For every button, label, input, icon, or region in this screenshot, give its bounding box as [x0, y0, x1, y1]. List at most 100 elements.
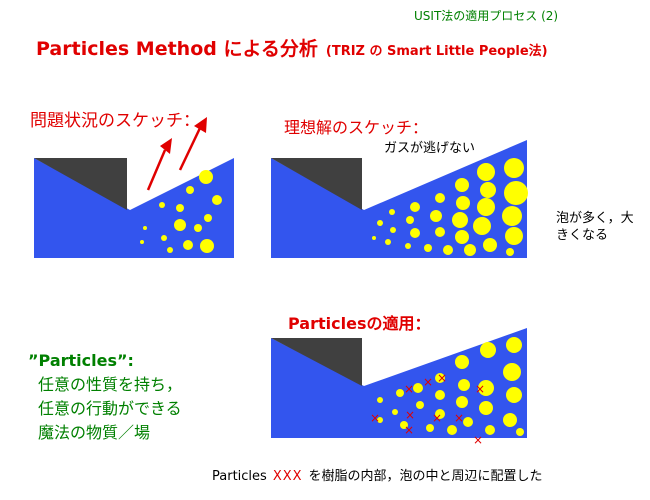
- bubble: [435, 373, 445, 383]
- bubble: [435, 193, 445, 203]
- bubble: [506, 248, 514, 256]
- resin-body: [271, 140, 527, 258]
- bubble: [390, 227, 396, 233]
- bubble: [176, 204, 184, 212]
- bubble: [405, 243, 411, 249]
- particles-definition-line: 任意の行動ができる: [38, 399, 182, 418]
- bubble: [503, 413, 517, 427]
- bubble: [485, 425, 495, 435]
- bubble: [463, 417, 473, 427]
- bubble: [452, 212, 468, 228]
- bubble: [456, 396, 468, 408]
- bubble: [473, 217, 491, 235]
- ideal-sketch-caption: 理想解のスケッチ：: [284, 118, 429, 137]
- bubble-group: [140, 170, 222, 253]
- bubble: [392, 409, 398, 415]
- bubble: [479, 401, 493, 415]
- bubble: [483, 238, 497, 252]
- bubble: [200, 239, 214, 253]
- particle-mark: ×: [473, 433, 483, 447]
- bubble: [396, 389, 404, 397]
- bubble: [480, 182, 496, 198]
- problem-sketch-caption: 問題状況のスケッチ：: [30, 111, 200, 131]
- bubble: [456, 196, 470, 210]
- bubble: [174, 219, 186, 231]
- title-subtitle: (TRIZ の Smart Little People法): [325, 44, 548, 59]
- bubble: [167, 247, 173, 253]
- bubble: [443, 245, 453, 255]
- particle-mark: ×: [370, 411, 380, 425]
- particles-definition-line: 任意の性質を持ち，: [38, 375, 183, 394]
- foam-growth-note: 泡が多く，大きくなる: [556, 211, 634, 243]
- bubble: [464, 244, 476, 256]
- bubble: [477, 163, 495, 181]
- bubble: [377, 417, 383, 423]
- gas-retained-note: ガスが逃げない: [384, 141, 476, 156]
- gas-escape-arrows: [146, 117, 207, 191]
- bubble: [447, 425, 457, 435]
- bubble: [143, 226, 147, 230]
- particle-mark: ×: [475, 382, 485, 396]
- particles-definition-line: 魔法の物質／場: [38, 423, 151, 442]
- bubble: [413, 383, 423, 393]
- bubble: [435, 409, 445, 419]
- bubble: [406, 216, 414, 224]
- bubble: [183, 240, 193, 250]
- bubble: [502, 206, 522, 226]
- bubble: [503, 363, 521, 381]
- particle-mark: ×: [404, 423, 414, 437]
- particle-marks: × × ××× × × ×××: [370, 371, 485, 447]
- particle-mark: ×: [405, 408, 415, 422]
- footer-text: を樹脂の内部，泡の中と周辺に配置した: [308, 469, 543, 484]
- bubble: [478, 380, 494, 396]
- bubble: [516, 428, 524, 436]
- bubble: [410, 228, 420, 238]
- bubble: [199, 170, 213, 184]
- bubble: [477, 198, 495, 216]
- bubble: [480, 342, 496, 358]
- bubble-group: [377, 337, 524, 436]
- bubble: [426, 424, 434, 432]
- bubble: [194, 224, 202, 232]
- bubble: [204, 214, 212, 222]
- bubble: [458, 379, 470, 391]
- bubble: [140, 240, 144, 244]
- bubble: [424, 244, 432, 252]
- particle-mark: ×: [423, 375, 433, 389]
- bubble: [410, 202, 420, 212]
- footer-label: Particles: [212, 469, 267, 484]
- bubble: [435, 390, 445, 400]
- bubble: [377, 220, 383, 226]
- footer-note: Particles XXX を樹脂の内部，泡の中と周辺に配置した: [212, 470, 543, 483]
- bubble: [159, 202, 165, 208]
- bubble: [504, 158, 524, 178]
- bubble: [455, 355, 469, 369]
- bubble: [161, 235, 167, 241]
- slide-title: Particles Method による分析 (TRIZ の Smart Litt…: [36, 40, 548, 59]
- bubble: [455, 230, 469, 244]
- particle-mark: ×: [404, 382, 414, 396]
- bubble: [504, 181, 528, 205]
- bubble: [385, 239, 391, 245]
- mold-block: [34, 158, 127, 210]
- bubble: [372, 236, 376, 240]
- particles-definition-title: ”Particles”:: [28, 351, 134, 370]
- particle-mark: ×: [454, 411, 464, 425]
- mold-block: [271, 158, 362, 210]
- bubble: [416, 401, 424, 409]
- resin-body: [34, 158, 234, 258]
- bubble: [430, 210, 442, 222]
- bubble: [389, 209, 395, 215]
- bubble: [435, 227, 445, 237]
- bubble: [455, 178, 469, 192]
- bubble-group: [372, 158, 528, 256]
- bubble: [506, 387, 522, 403]
- mold-block: [271, 338, 362, 386]
- bubble: [186, 186, 194, 194]
- bubble: [377, 397, 383, 403]
- title-main: Particles Method による分析: [36, 38, 318, 60]
- particle-mark: ×: [437, 371, 447, 385]
